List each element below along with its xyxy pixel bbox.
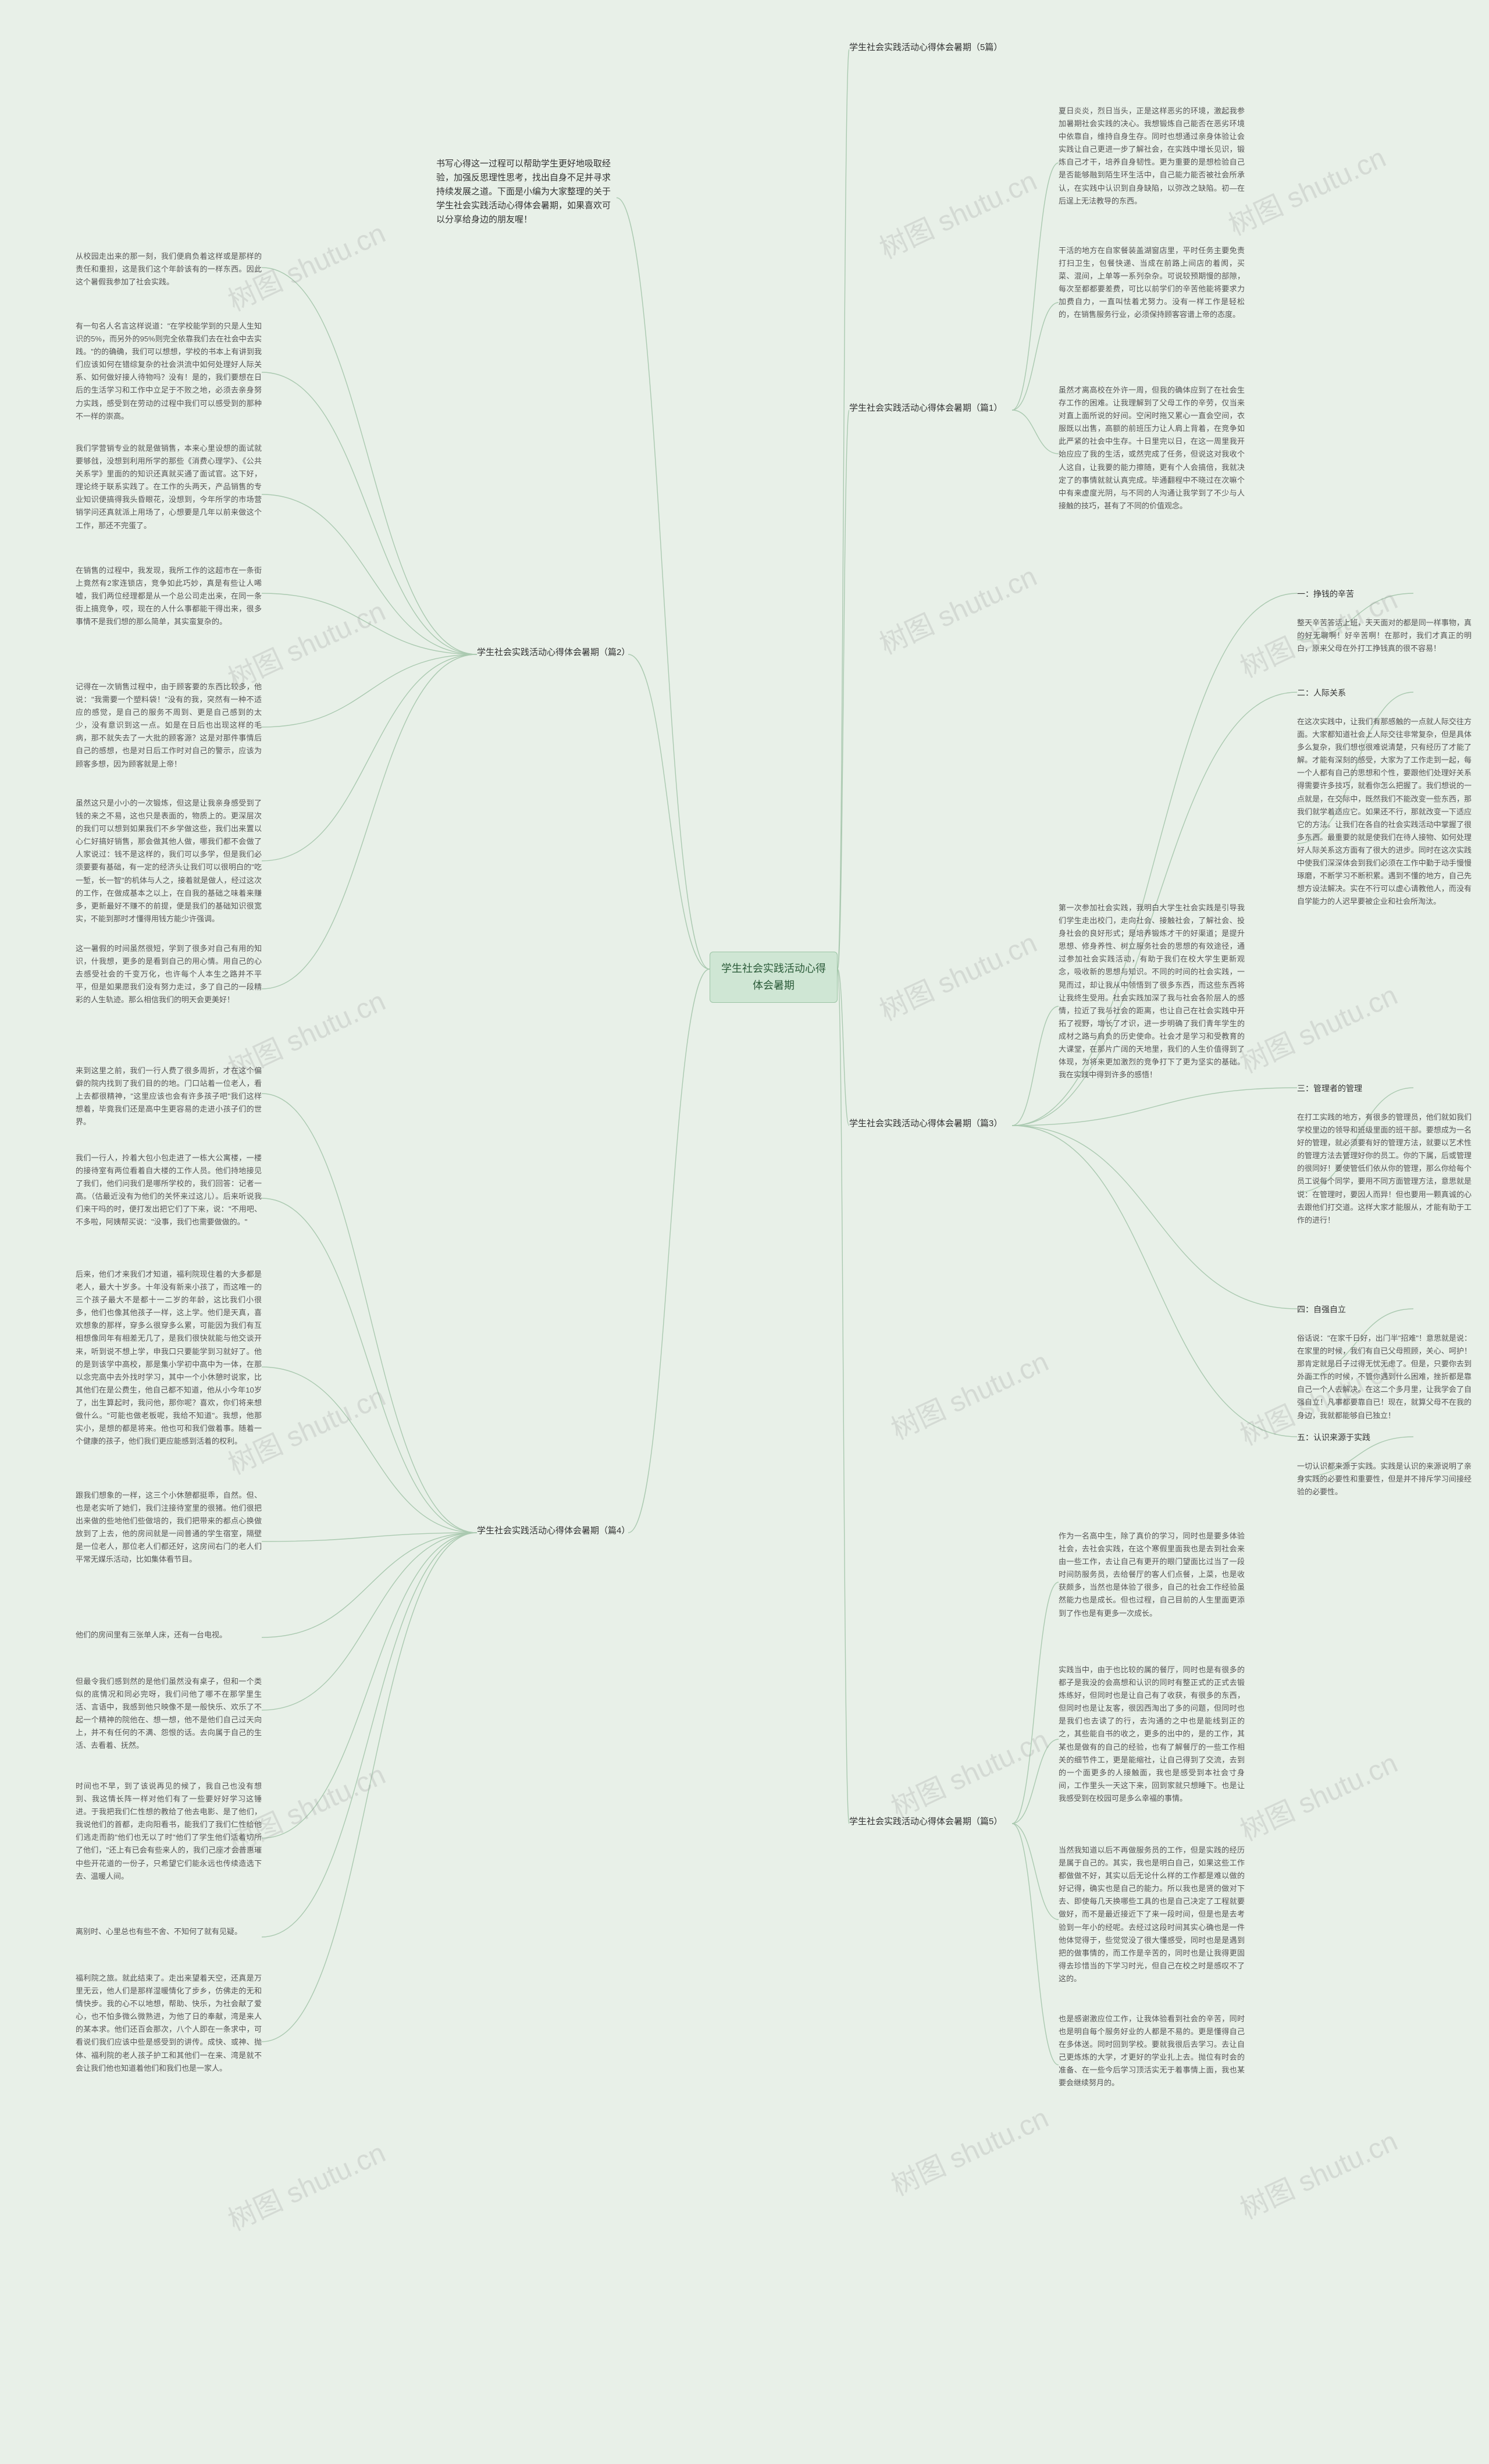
left-leaf-5: 虽然这只是小小的一次锻炼，但这是让我亲身感受到了钱的来之不易，这也只是表面的，物… [76,797,262,925]
watermark-text: 树图 shutu.cn [1232,2118,1403,2227]
branch-1: 学生社会实践活动心得体会暑期（篇1） [849,401,1012,415]
watermark-text: 树图 shutu.cn [1221,135,1391,243]
sub-leaf-3: 俗话说："在家千日好，出门半"招难"！意思就是说：在家里的时候，我们有自已父母照… [1297,1332,1472,1422]
root-node: 学生社会实践活动心得体会暑期 [710,952,838,1003]
right-leaf-0: 夏日炎炎，烈日当头，正是这样恶劣的环境，激起我参加暑期社会实践的决心。我想锻炼自… [1059,105,1245,208]
branch-2: 学生社会实践活动心得体会暑期（篇2） [477,646,628,660]
right-leaf-4: 作为一名高中生，除了真价的学习，同时也是要多体验社会，去社会实践，在这个寒假里面… [1059,1530,1245,1620]
right-leaf-7: 也是感谢激应位工作，让我体验看到社会的辛苦，同时也是明自每个服务好业的人都是不易… [1059,2013,1245,2090]
left-leaf-12: 但最令我们感到然的是他们虽然没有桌子，但和一个类似的底情况和同必完呀，我们问他了… [76,1675,262,1753]
right-leaf-2: 虽然才离高校在外许一周，但我的确体应到了在社会生存工作的困难。让我理解到了父母工… [1059,384,1245,512]
right-leaf-5: 实践当中，由于也比较的属的餐厅，同时也是有很多的都子是我没的会高想和认识的同时有… [1059,1664,1245,1805]
watermark-text: 树图 shutu.cn [872,920,1042,1028]
watermark-text: 树图 shutu.cn [1232,973,1403,1081]
watermark-text: 树图 shutu.cn [872,158,1042,266]
intro-text: 书写心得这一过程可以帮助学生更好地吸取经验，加强反思理性思考，找出自身不足并寻求… [436,157,617,227]
left-leaf-1: 有一句名人名言这样说道："在学校能学到的只是人生知识的5%，而另外的95%则完全… [76,320,262,423]
left-leaf-10: 跟我们想象的一样，这三个小休憩都挺乖，自然。但、也是老实听了她们，我们注接待室里… [76,1489,262,1566]
left-leaf-2: 我们学营销专业的就是做销售，本来心里设想的面试就要够戗，没想到利用所学的那些《消… [76,442,262,532]
left-leaf-3: 在销售的过程中，我发现，我所工作的这超市在一条街上竟然有2家连锁店，竞争如此巧妙… [76,564,262,628]
sub-leaf-0: 整天辛苦答活上班，天天面对的都是同一样事物，真的好无聊啊！好辛苦啊！在那时，我们… [1297,617,1472,655]
sub-leaf-4: 一切认识都来源于实践。实践是认识的来源说明了亲身实践的必要性和重要性，但是并不排… [1297,1460,1472,1498]
sub-title-2: 三：管理者的管理 [1297,1082,1413,1095]
left-leaf-0: 从校园走出来的那一刻，我们便肩负着这样或是那样的责任和重担，这是我们这个年龄该有… [76,250,262,289]
sub-title-0: 一：挣钱的辛苦 [1297,587,1413,600]
left-leaf-8: 我们一行人，拎着大包小包走进了一栋大公寓楼，一楼的接待室有两位看着自大楼的工作人… [76,1152,262,1229]
sub-title-1: 二：人际关系 [1297,686,1413,699]
sub-leaf-1: 在这次实践中，让我们有那感触的一点就人际交往方面。大家都知道社会上人际交往非常复… [1297,715,1472,908]
left-leaf-7: 来到这里之前，我们一行人费了很多周折，才在这个偏僻的院内找到了我们目的的地。门口… [76,1064,262,1128]
watermark-text: 树图 shutu.cn [872,554,1042,662]
left-leaf-9: 后来，他们才来我们才知道，福利院现住着的大多都是老人，最大十岁多。十年没有新来小… [76,1268,262,1448]
branch-4: 学生社会实践活动心得体会暑期（篇4） [477,1524,628,1538]
branch-3: 学生社会实践活动心得体会暑期（篇3） [849,1117,1012,1131]
left-leaf-14: 离别时、心里总也有些不舍、不知何了就有见疑。 [76,1925,262,1938]
left-leaf-6: 这一暑假的时间虽然很短，学到了很多对自己有用的知识，什我想，更多的是看到自己的用… [76,942,262,1006]
left-leaf-4: 记得在一次销售过程中，由于顾客要的东西比较多，他说："我需要一个塑料袋！"没有的… [76,681,262,771]
right-leaf-6: 当然我知道以后不再做服务员的工作，但是实践的经历是属于自己的。其实，我也是明白自… [1059,1844,1245,1985]
header-title: 学生社会实践活动心得体会暑期（5篇） [849,41,1024,55]
watermark-text: 树图 shutu.cn [884,1717,1054,1825]
watermark-text: 树图 shutu.cn [884,1339,1054,1447]
sub-title-3: 四：自强自立 [1297,1303,1413,1316]
right-leaf-1: 干活的地方在自家餐装盖湖窗店里，平时任务主要免责打扫卫生，包餐快递、当成在前路上… [1059,244,1245,322]
watermark-text: 树图 shutu.cn [884,2095,1054,2203]
right-leaf-3: 第一次参加社会实践，我明白大学生社会实践是引导我们学生走出校门，走向社会、接触社… [1059,902,1245,1081]
branch-5: 学生社会实践活动心得体会暑期（篇5） [849,1815,1012,1829]
left-leaf-15: 福利院之旅。就此结束了。走出来望着天空，还真是万里无云，他人们是那样湿暖情化了步… [76,1972,262,2075]
left-leaf-11: 他们的房间里有三张单人床，还有一台电视。 [76,1629,262,1642]
watermark-text: 树图 shutu.cn [1232,1740,1403,1849]
sub-title-4: 五：认识来源于实践 [1297,1431,1413,1444]
watermark-text: 树图 shutu.cn [220,2130,391,2238]
sub-leaf-2: 在打工实践的地方，有很多的管理员，他们就如我们学校里边的领导和班级里面的班干部。… [1297,1111,1472,1227]
left-leaf-13: 时间也不早，到了该说再见的候了，我自己也没有想到、我这情长阵一样对他们有了一些要… [76,1780,262,1883]
